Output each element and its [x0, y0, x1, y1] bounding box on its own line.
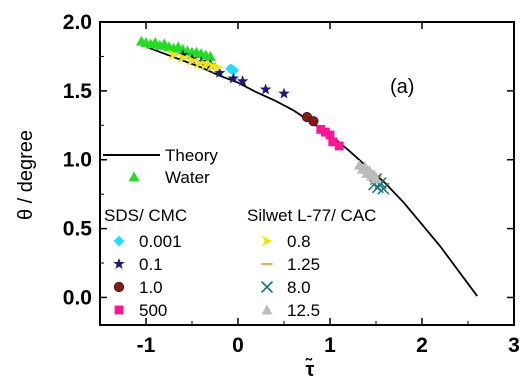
legend-water-label: Water [165, 168, 210, 187]
series-silwet-12_5 [353, 159, 382, 184]
legend-symbol [113, 281, 125, 293]
data-point [328, 137, 338, 147]
y-tick-label: 1.0 [63, 149, 92, 172]
legend-water-marker [128, 171, 140, 182]
data-point [200, 59, 212, 71]
data-point [278, 87, 290, 99]
data-point [316, 125, 326, 134]
data-point [227, 64, 239, 76]
data-point [325, 130, 335, 140]
legend-silwet-08-marker [261, 235, 273, 247]
legend-symbol [261, 304, 273, 315]
y-tick-label: 2.0 [63, 11, 92, 34]
data-point [227, 72, 240, 84]
legend-silwet-125-label: 1.25 [287, 255, 320, 274]
legend-sds-header: SDS/ CMC [104, 206, 187, 225]
series-sds-500 [316, 125, 344, 151]
data-point [334, 141, 344, 151]
data-point [259, 83, 272, 95]
panel-label: (a) [390, 76, 414, 98]
y-tick-label: 0.5 [63, 218, 93, 241]
x-tick-label: 1 [324, 334, 336, 357]
data-point [236, 75, 249, 87]
data-point [177, 49, 189, 60]
legend-sds-500-marker [114, 305, 124, 315]
legend-silwet-125b-label: 12.5 [287, 301, 320, 320]
legend-silwet-125b-marker [261, 304, 273, 315]
legend-silwet-header: Silwet L-77/ CAC [247, 206, 376, 225]
legend: Theory Water SDS/ CMC Silwet L-77/ CAC 0… [103, 146, 376, 320]
series-sds-1_0 [301, 111, 319, 127]
data-point [212, 61, 224, 73]
data-point [321, 127, 330, 137]
y-axis-label: θ / degree [15, 130, 37, 220]
data-point [370, 173, 382, 184]
y-tick-label: 0.0 [63, 286, 92, 309]
legend-sds-01-label: 0.1 [139, 255, 163, 274]
y-tick-label: 1.5 [63, 80, 93, 103]
markers-layer [135, 35, 390, 195]
legend-symbol [128, 171, 140, 182]
data-point [359, 161, 371, 172]
data-point [204, 50, 216, 61]
data-point [195, 55, 207, 67]
plot-frame [99, 21, 515, 326]
legend-sds-01-marker [113, 257, 125, 269]
x-tick-label: -1 [137, 334, 156, 357]
legend-sds-10-label: 1.0 [139, 278, 163, 297]
data-point [206, 60, 218, 72]
ticks-layer: -1 0 1 2 3 0.0 0.5 1.0 1.5 2.0 [63, 11, 520, 357]
legend-silwet-80-label: 8.0 [287, 278, 311, 297]
x-tick-label: 0 [232, 334, 244, 357]
legend-sds-500-label: 500 [139, 301, 167, 320]
x-tick-label: 2 [416, 334, 428, 357]
x-tick-label: 3 [508, 334, 520, 357]
x-axis-label: τ̃ [304, 357, 314, 381]
legend-symbol [113, 235, 125, 247]
legend-symbol [261, 235, 273, 247]
series-silwet-0_8 [168, 49, 224, 73]
legend-silwet-80-marker [260, 280, 274, 294]
legend-symbol [113, 257, 125, 269]
data-point [168, 49, 180, 61]
data-point [193, 57, 205, 69]
legend-silwet-08-label: 0.8 [287, 232, 311, 251]
legend-sds-001-marker [113, 235, 125, 247]
data-point [177, 52, 189, 64]
legend-sds-10-marker [113, 281, 125, 293]
series-sds-0_001 [225, 63, 239, 76]
series-water-Water [135, 35, 216, 61]
legend-theory-label: Theory [165, 146, 218, 165]
data-point [308, 116, 319, 127]
data-point [213, 66, 226, 78]
legend-sds-001-label: 0.001 [139, 232, 182, 251]
data-point [377, 182, 390, 195]
data-point [186, 55, 198, 67]
legend-symbol [260, 280, 274, 294]
legend-symbol [114, 305, 124, 315]
